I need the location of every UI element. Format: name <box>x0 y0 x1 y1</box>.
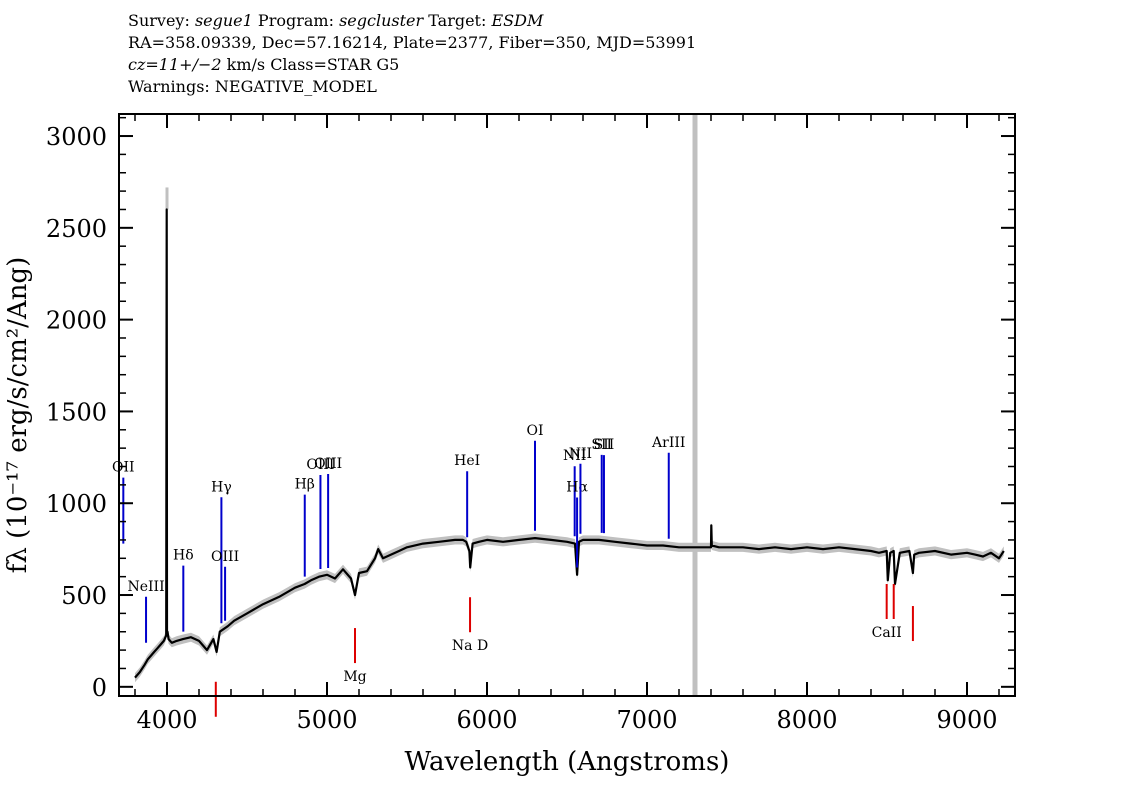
emission-line-label: ArIII <box>651 435 685 451</box>
emission-line-label: NeIII <box>127 579 164 595</box>
target-label: Target: <box>428 11 487 30</box>
emission-line-label: Hγ <box>211 479 232 495</box>
error-band <box>135 204 1004 683</box>
header-line-3: cz=11+/−2 km/s Class=STAR G5 <box>128 54 696 76</box>
class-text: km/s Class=STAR G5 <box>221 55 400 74</box>
absorption-line-label: Na D <box>452 638 488 654</box>
emission-line-label: OIII <box>211 549 239 565</box>
y-tick-label: 0 <box>92 674 107 702</box>
emission-line-label: Hα <box>566 479 588 495</box>
header-warnings: Warnings: NEGATIVE_MODEL <box>128 77 377 96</box>
emission-line-label: NII <box>569 446 592 462</box>
emission-line-label: Hδ <box>173 548 194 564</box>
emission-line-label: OIII <box>306 457 334 473</box>
absorption-line-label: Mg <box>343 669 366 685</box>
emission-line-label: OI <box>526 423 543 439</box>
ticks-layer: 4000 5000 6000 7000 8000 9000 0 500 1000 1500 2000… <box>46 114 1015 734</box>
redshift-value: cz=11+/−2 <box>128 55 222 74</box>
emission-line-label: OIII <box>314 456 342 472</box>
y-tick-label: 500 <box>61 582 107 610</box>
y-tick-label: 2000 <box>46 307 107 335</box>
program-label: Program: <box>257 11 334 30</box>
program-value: segcluster <box>339 11 424 30</box>
error-layer <box>135 187 1004 683</box>
survey-value: segue1 <box>194 11 253 30</box>
emission-line-label: OII <box>112 460 135 476</box>
x-tick-label: 4000 <box>136 706 197 734</box>
y-tick-label: 1500 <box>46 398 107 426</box>
target-value: ESDM <box>491 11 544 30</box>
x-tick-label: 9000 <box>936 706 997 734</box>
plot-frame <box>118 113 1016 697</box>
y-tick-label: 2500 <box>46 215 107 243</box>
y-tick-label: 1000 <box>46 490 107 518</box>
header-line-1: Survey: segue1 Program: segcluster Targe… <box>128 10 696 32</box>
y-tick-label: 3000 <box>46 123 107 151</box>
x-tick-label: 5000 <box>296 706 357 734</box>
x-tick-label: 8000 <box>776 706 837 734</box>
emission-line-label: HeI <box>454 453 480 469</box>
emission-line-label: SII <box>591 437 612 453</box>
spectrum-header: Survey: segue1 Program: segcluster Targe… <box>128 10 696 98</box>
emission-line-label: NII <box>563 448 586 464</box>
emission-line-label: Hβ <box>295 477 315 493</box>
x-tick-label: 7000 <box>616 706 677 734</box>
x-tick-label: 6000 <box>456 706 517 734</box>
x-axis-title: Wavelength (Angstroms) <box>405 747 730 777</box>
emission-line-label: SII <box>594 437 615 453</box>
survey-label: Survey: <box>128 11 190 30</box>
absorption-line-label: CaII <box>872 625 902 641</box>
flux-layer <box>134 208 1005 679</box>
y-axis-title: fλ (10⁻¹⁷ erg/s/cm²/Ang) <box>3 257 33 573</box>
flux-series-line <box>134 208 1005 679</box>
header-line-2: RA=358.09339, Dec=57.16214, Plate=2377, … <box>128 33 697 52</box>
